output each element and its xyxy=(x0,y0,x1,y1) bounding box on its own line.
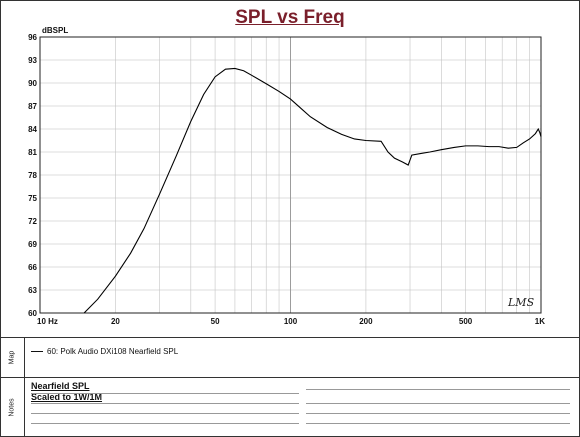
x-tick-label: 1K xyxy=(535,317,545,326)
y-tick-label: 84 xyxy=(28,125,37,134)
spl-series-line xyxy=(83,67,542,314)
notes-rule xyxy=(306,423,570,424)
y-tick-labels: 60 63 66 69 72 75 78 81 84 87 90 93 96 xyxy=(28,33,37,318)
y-tick-label: 90 xyxy=(28,79,37,88)
y-tick-label: 87 xyxy=(28,102,37,111)
notes-rule xyxy=(31,413,299,414)
x-tick-label: 200 xyxy=(359,317,373,326)
notes-rule xyxy=(31,393,299,394)
notes-line-2: Scaled to 1W/1M xyxy=(31,392,103,402)
notes-rule xyxy=(306,403,570,404)
y-tick-label: 60 xyxy=(28,309,37,318)
y-tick-label: 69 xyxy=(28,240,37,249)
notes-rule xyxy=(306,389,570,390)
y-tick-label: 72 xyxy=(28,217,37,226)
plot-border xyxy=(39,36,542,314)
lms-logo: LMS xyxy=(507,296,535,309)
chart-title: SPL vs Freq xyxy=(235,7,345,28)
y-tick-label: 66 xyxy=(28,263,37,272)
map-label-text: Map xyxy=(8,350,16,365)
notes-line-1: Nearfield SPL xyxy=(31,381,90,391)
x-tick-labels: 10 Hz 20 50 100 200 500 1K xyxy=(37,317,545,326)
x-tick-label: 20 xyxy=(111,317,120,326)
grid-layer xyxy=(39,36,542,314)
y-tick-label: 78 xyxy=(28,171,37,180)
notes-rule xyxy=(31,403,299,404)
y-tick-label: 93 xyxy=(28,56,37,65)
x-tick-label: 500 xyxy=(459,317,473,326)
legend-entry: 60: Polk Audio DXi108 Nearfield SPL xyxy=(47,347,179,356)
x-tick-label: 10 Hz xyxy=(37,317,58,326)
map-divider xyxy=(0,337,580,338)
legend-line-swatch xyxy=(31,351,43,352)
notes-panel-label: Notes xyxy=(0,378,25,436)
notes-rule xyxy=(306,413,570,414)
y-axis-label: dBSPL xyxy=(42,26,68,35)
notes-rule xyxy=(31,423,299,424)
y-tick-label: 63 xyxy=(28,286,37,295)
x-tick-label: 50 xyxy=(211,317,220,326)
y-tick-label: 75 xyxy=(28,194,37,203)
x-tick-label: 100 xyxy=(284,317,298,326)
legend: 60: Polk Audio DXi108 Nearfield SPL xyxy=(31,347,178,356)
map-panel-label: Map xyxy=(0,338,25,377)
notes-label-text: Notes xyxy=(8,397,16,417)
notes-text: Nearfield SPL Scaled to 1W/1M xyxy=(31,381,102,403)
y-tick-label: 81 xyxy=(28,148,37,157)
y-tick-label: 96 xyxy=(28,33,37,42)
notes-divider xyxy=(0,377,580,378)
